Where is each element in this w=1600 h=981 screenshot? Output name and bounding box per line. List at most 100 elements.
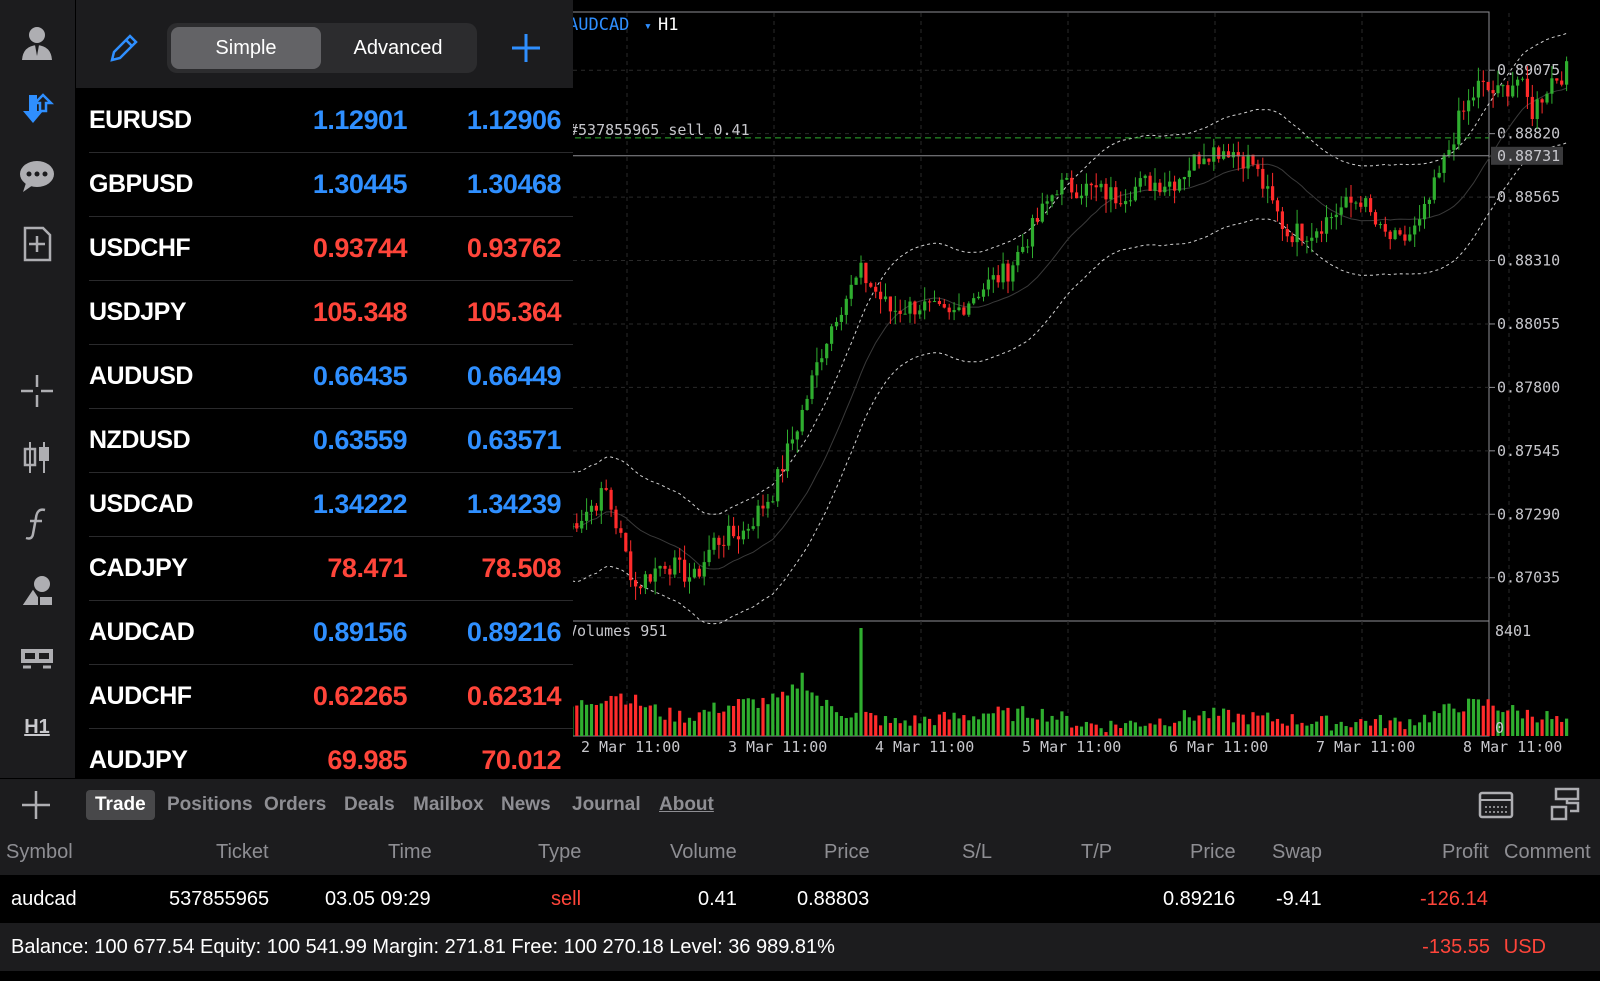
volume-bar — [1084, 721, 1088, 736]
chat-icon[interactable] — [14, 153, 60, 199]
volume-bar — [1339, 721, 1343, 736]
quote-symbol: USDJPY — [89, 298, 187, 326]
col-time[interactable]: Time — [388, 841, 432, 863]
candle-body — [1109, 187, 1113, 200]
tab-news[interactable]: News — [501, 794, 551, 815]
volume-bar — [1079, 726, 1084, 736]
volume-bar — [1153, 724, 1157, 736]
tab-orders[interactable]: Orders — [264, 794, 327, 815]
chart-symbol-label[interactable]: AUDCAD — [568, 15, 629, 35]
volume-bar — [766, 704, 770, 736]
volume-bar — [864, 711, 868, 736]
candle-body — [1089, 183, 1093, 186]
tab-deals[interactable]: Deals — [344, 794, 395, 815]
chart-type-icon[interactable] — [14, 434, 60, 480]
volume-bar — [1104, 732, 1108, 736]
volume-bar — [1055, 719, 1059, 736]
col-current-price[interactable]: Price — [1190, 841, 1236, 863]
candle-body — [815, 362, 819, 376]
timeframe-button[interactable]: H1 — [14, 704, 60, 750]
objects-icon[interactable] — [14, 569, 60, 615]
tab-mailbox[interactable]: Mailbox — [413, 794, 484, 815]
templates-icon[interactable] — [14, 636, 60, 682]
volume-bar — [609, 695, 613, 736]
candle-body — [1241, 156, 1245, 169]
tab-about[interactable]: About — [659, 794, 714, 815]
candle-body — [883, 296, 888, 300]
col-ticket[interactable]: Ticket — [216, 841, 269, 863]
balance-bar: Balance: 100 677.54 Equity: 100 541.99 M… — [0, 923, 1600, 971]
quote-row-audchf[interactable]: AUDCHF 0.62265 0.62314 — [89, 664, 573, 729]
tab-trade[interactable]: Trade — [86, 790, 155, 820]
quote-row-nzdusd[interactable]: NZDUSD 0.63559 0.63571 — [89, 408, 573, 473]
candle-body — [599, 488, 603, 511]
tab-journal[interactable]: Journal — [572, 794, 641, 815]
candle-body — [1295, 223, 1299, 243]
add-plus-icon[interactable] — [18, 787, 54, 823]
crosshair-icon[interactable] — [14, 368, 60, 414]
volume-bar — [869, 712, 873, 736]
edit-pencil-icon[interactable] — [104, 28, 144, 68]
new-order-icon[interactable] — [14, 221, 60, 267]
layout-split-icon[interactable] — [1550, 787, 1584, 823]
candle-body — [952, 310, 956, 313]
price-chart[interactable]: 0.89075 0.88820 0.88565 0.88310 0.88055 0.878… — [564, 0, 1600, 778]
tab-positions[interactable]: Positions — [167, 794, 253, 815]
candle-body — [1231, 152, 1235, 158]
candle-body — [619, 528, 623, 533]
col-volume[interactable]: Volume — [670, 841, 737, 863]
quote-row-cadjpy[interactable]: CADJPY 78.471 78.508 — [89, 536, 573, 601]
table-row[interactable]: audcad 537855965 03.05 09:29 sell 0.41 0… — [0, 875, 1600, 923]
add-symbol-plus-icon[interactable] — [506, 28, 546, 68]
candle-body — [874, 286, 878, 292]
col-type[interactable]: Type — [538, 841, 582, 863]
col-swap[interactable]: Swap — [1272, 841, 1323, 863]
account-icon[interactable] — [14, 19, 60, 65]
candle-body — [741, 530, 745, 540]
quote-row-usdcad[interactable]: USDCAD 1.34222 1.34239 — [89, 472, 573, 537]
volume-bar — [1437, 713, 1441, 736]
x-tick-label: 4 Mar 11:00 — [875, 738, 974, 756]
chart-canvas[interactable]: 0.89075 0.88820 0.88565 0.88310 0.88055 0.878… — [564, 0, 1600, 778]
y-tick-label: 0.88565 — [1497, 188, 1560, 206]
volume-bar — [1462, 711, 1466, 736]
candle-body — [1060, 179, 1064, 195]
quote-row-gbpusd[interactable]: GBPUSD 1.30445 1.30468 — [89, 152, 573, 217]
col-profit[interactable]: Profit — [1442, 841, 1489, 863]
x-tick-label: 3 Mar 11:00 — [728, 738, 827, 756]
volume-bar — [1251, 712, 1255, 736]
volume-bar — [732, 705, 736, 736]
simple-mode-button[interactable]: Simple — [171, 27, 321, 69]
quote-row-eurusd[interactable]: EURUSD 1.12901 1.12906 — [89, 88, 573, 153]
candle-body — [1300, 223, 1304, 242]
volume-bar — [908, 725, 912, 736]
col-price[interactable]: Price — [824, 841, 870, 863]
quote-row-audusd[interactable]: AUDUSD 0.66435 0.66449 — [89, 344, 573, 409]
volume-bar — [1021, 706, 1025, 736]
col-comment[interactable]: Comment — [1504, 841, 1591, 863]
one-click-trading-icon[interactable] — [1478, 789, 1514, 821]
quotes-icon[interactable] — [14, 86, 60, 132]
lower-band-line — [566, 142, 1567, 625]
col-symbol[interactable]: Symbol — [6, 841, 73, 863]
volume-bar — [1212, 707, 1216, 736]
volume-bar — [648, 705, 652, 736]
volume-bar — [1143, 725, 1147, 736]
candle-body — [967, 303, 971, 315]
quote-row-audcad[interactable]: AUDCAD 0.89156 0.89216 — [89, 600, 573, 665]
volume-bar — [1496, 710, 1500, 736]
candle-body — [658, 565, 662, 569]
volume-bar — [683, 722, 687, 736]
volume-bar — [947, 719, 951, 736]
quote-row-usdjpy[interactable]: USDJPY 105.348 105.364 — [89, 280, 573, 345]
col-tp[interactable]: T/P — [1081, 841, 1113, 863]
volume-bar — [761, 697, 765, 736]
volume-bar — [1432, 711, 1436, 736]
indicators-icon[interactable] — [14, 501, 60, 547]
quote-row-usdchf[interactable]: USDCHF 0.93744 0.93762 — [89, 216, 573, 281]
timeframe-label: H1 — [24, 715, 50, 738]
candle-body — [1207, 158, 1211, 162]
advanced-mode-button[interactable]: Advanced — [353, 36, 443, 59]
col-sl[interactable]: S/L — [962, 841, 993, 863]
volume-bar — [1109, 720, 1113, 736]
